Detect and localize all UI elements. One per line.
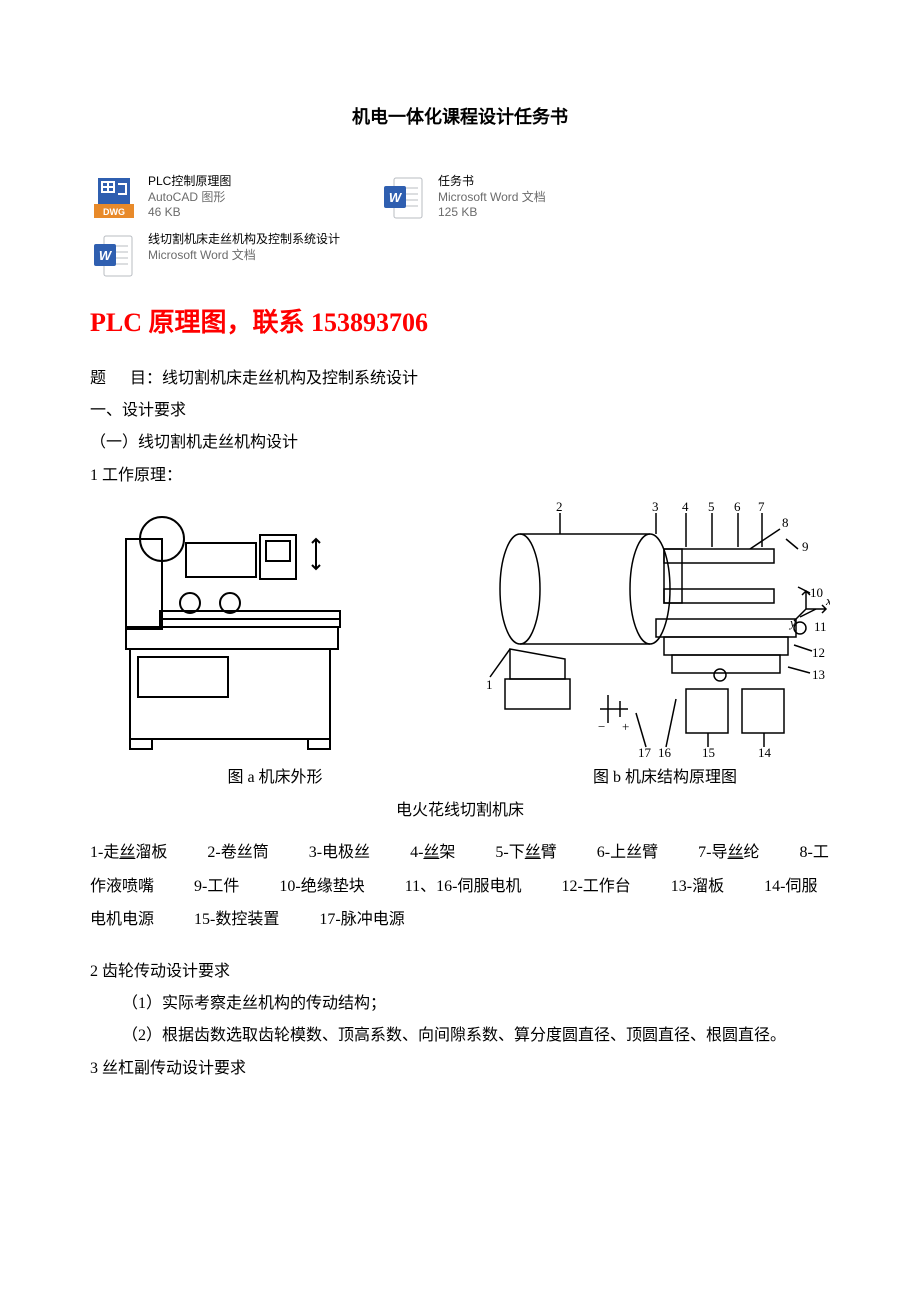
leg-7b: 丝 — [727, 844, 743, 861]
leg-3: 3-电极丝 — [309, 844, 370, 861]
lbl-11: 11 — [814, 619, 827, 634]
file-item: W 任务书 Microsoft Word 文档 125 KB — [380, 174, 630, 222]
leg-5b: 丝 — [525, 844, 541, 861]
file-size: 125 KB — [438, 205, 546, 221]
contact-line: PLC 原理图，联系 153893706 — [90, 298, 830, 347]
file-type: Microsoft Word 文档 — [148, 248, 340, 264]
lbl-x: x — [825, 593, 830, 608]
docx-icon: W — [90, 232, 138, 280]
leg-1a: 1-走 — [90, 844, 119, 861]
lbl-plus: + — [622, 719, 629, 734]
req-2-1: （1）实际考察走丝机构的传动结构； — [90, 989, 830, 1019]
leg-12: 12-工作台 — [561, 878, 630, 895]
leg-4b: 丝 — [423, 844, 439, 861]
lbl-16: 16 — [658, 745, 672, 759]
section-1-1-1: 1 工作原理： — [90, 461, 830, 491]
dwg-icon: DWG — [90, 174, 138, 222]
lbl-13: 13 — [812, 667, 825, 682]
topic-label2: 目： — [130, 370, 162, 387]
lbl-8: 8 — [782, 515, 789, 530]
leg-4a: 4- — [410, 844, 423, 861]
svg-text:W: W — [389, 190, 403, 205]
section-1: 一、设计要求 — [90, 396, 830, 426]
leg-15: 15-数控装置 — [194, 911, 279, 928]
section-2: 2 齿轮传动设计要求 — [90, 957, 830, 987]
svg-text:DWG: DWG — [103, 207, 125, 217]
docx-icon: W — [380, 174, 428, 222]
lbl-y: y — [788, 615, 796, 630]
file-name: 线切割机床走丝机构及控制系统设计 — [148, 232, 340, 248]
leg-1b: 丝 — [119, 844, 135, 861]
lbl-4: 4 — [682, 499, 689, 514]
topic-label: 题 — [90, 370, 130, 387]
lbl-17: 17 — [638, 745, 652, 759]
caption-center: 电火花线切割机床 — [90, 796, 830, 826]
lbl-7: 7 — [758, 499, 765, 514]
leg-1c: 溜板 — [135, 844, 167, 861]
topic-value: 线切割机床走丝机构及控制系统设计 — [162, 370, 418, 387]
lbl-14: 14 — [758, 745, 772, 759]
topic-line: 题目：线切割机床走丝机构及控制系统设计 — [90, 364, 830, 394]
lbl-9: 9 — [802, 539, 809, 554]
leg-13: 13-溜板 — [671, 878, 724, 895]
leg-7a: 7-导 — [698, 844, 727, 861]
diagram-row: 1 2 3 4 5 6 7 8 9 10 11 12 13 14 15 16 1… — [90, 499, 830, 759]
lbl-1: 1 — [486, 677, 493, 692]
file-name: PLC控制原理图 — [148, 174, 231, 190]
doc-title: 机电一体化课程设计任务书 — [90, 100, 830, 134]
lbl-10: 10 — [810, 585, 823, 600]
file-item: DWG PLC控制原理图 AutoCAD 图形 46 KB — [90, 174, 340, 222]
file-item: W 线切割机床走丝机构及控制系统设计 Microsoft Word 文档 — [90, 232, 390, 280]
leg-4c: 架 — [439, 844, 455, 861]
diagram-b: 1 2 3 4 5 6 7 8 9 10 11 12 13 14 15 16 1… — [450, 499, 830, 759]
lbl-12: 12 — [812, 645, 825, 660]
diagram-a — [90, 499, 390, 759]
caption-a: 图 a 机床外形 — [90, 763, 440, 793]
file-meta: PLC控制原理图 AutoCAD 图形 46 KB — [148, 174, 231, 221]
req-2-2: （2）根据齿数选取齿轮模数、顶高系数、向间隙系数、算分度圆直径、顶圆直径、根圆直… — [90, 1021, 830, 1051]
leg-5c: 臂 — [541, 844, 557, 861]
leg-9: 9-工件 — [194, 878, 239, 895]
file-type: AutoCAD 图形 — [148, 190, 231, 206]
svg-text:W: W — [99, 248, 113, 263]
leg-6: 6-上丝臂 — [597, 844, 658, 861]
leg-11: 11、16-伺服电机 — [405, 878, 522, 895]
leg-7c: 纶 — [744, 844, 760, 861]
lbl-2: 2 — [556, 499, 563, 514]
lbl-15: 15 — [702, 745, 715, 759]
lbl-3: 3 — [652, 499, 659, 514]
file-meta: 任务书 Microsoft Word 文档 125 KB — [438, 174, 546, 221]
leg-17: 17-脉冲电源 — [319, 911, 404, 928]
caption-b: 图 b 机床结构原理图 — [440, 763, 830, 793]
lbl-6: 6 — [734, 499, 741, 514]
leg-10: 10-绝缘垫块 — [279, 878, 364, 895]
file-size: 46 KB — [148, 205, 231, 221]
caption-row: 图 a 机床外形 图 b 机床结构原理图 — [90, 763, 830, 793]
file-meta: 线切割机床走丝机构及控制系统设计 Microsoft Word 文档 — [148, 232, 340, 263]
file-type: Microsoft Word 文档 — [438, 190, 546, 206]
file-attachments: DWG PLC控制原理图 AutoCAD 图形 46 KB W — [90, 174, 830, 280]
lbl-minus: − — [598, 719, 605, 734]
file-name: 任务书 — [438, 174, 546, 190]
leg-5a: 5-下 — [495, 844, 524, 861]
section-3: 3 丝杠副传动设计要求 — [90, 1054, 830, 1084]
leg-2: 2-卷丝筒 — [207, 844, 268, 861]
parts-legend: 1-走丝溜板 2-卷丝筒 3-电极丝 4-丝架 5-下丝臂 6-上丝臂 7-导丝… — [90, 836, 830, 937]
section-1-1: （一）线切割机走丝机构设计 — [90, 428, 830, 458]
lbl-5: 5 — [708, 499, 715, 514]
